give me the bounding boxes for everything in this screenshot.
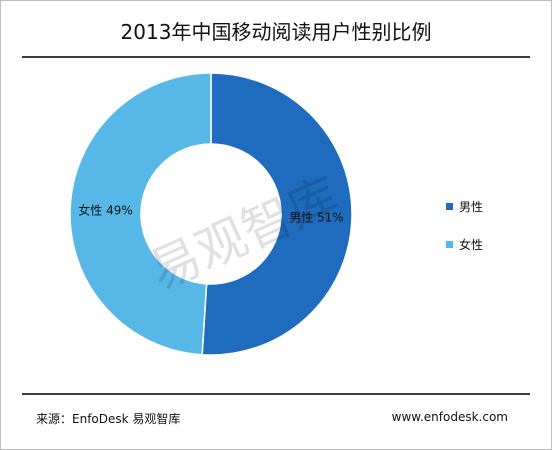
footer-divider (22, 393, 530, 395)
slice-labels: 男性 51% 女性 49% (78, 203, 343, 225)
legend-label-male: 男性 (459, 199, 484, 214)
donut-slices (69, 72, 353, 356)
website-link[interactable]: www.enfodesk.com (391, 410, 508, 424)
source-text: 来源：EnfoDesk 易观智库 (36, 412, 181, 426)
chart-title: 2013年中国移动阅读用户性别比例 (120, 20, 432, 44)
slice-label-male: 男性 51% (289, 210, 344, 224)
title-divider (22, 56, 530, 58)
chart-legend: 男性 女性 (446, 196, 483, 272)
slice-female (69, 72, 212, 356)
slice-label-female: 女性 49% (78, 203, 133, 218)
legend-swatch-male (446, 202, 453, 210)
legend-label-female: 女性 (459, 237, 484, 252)
legend-item-male: 男性 (446, 196, 483, 216)
slice-male (201, 72, 353, 356)
legend-item-female: 女性 (446, 234, 483, 254)
legend-swatch-female (446, 240, 453, 248)
